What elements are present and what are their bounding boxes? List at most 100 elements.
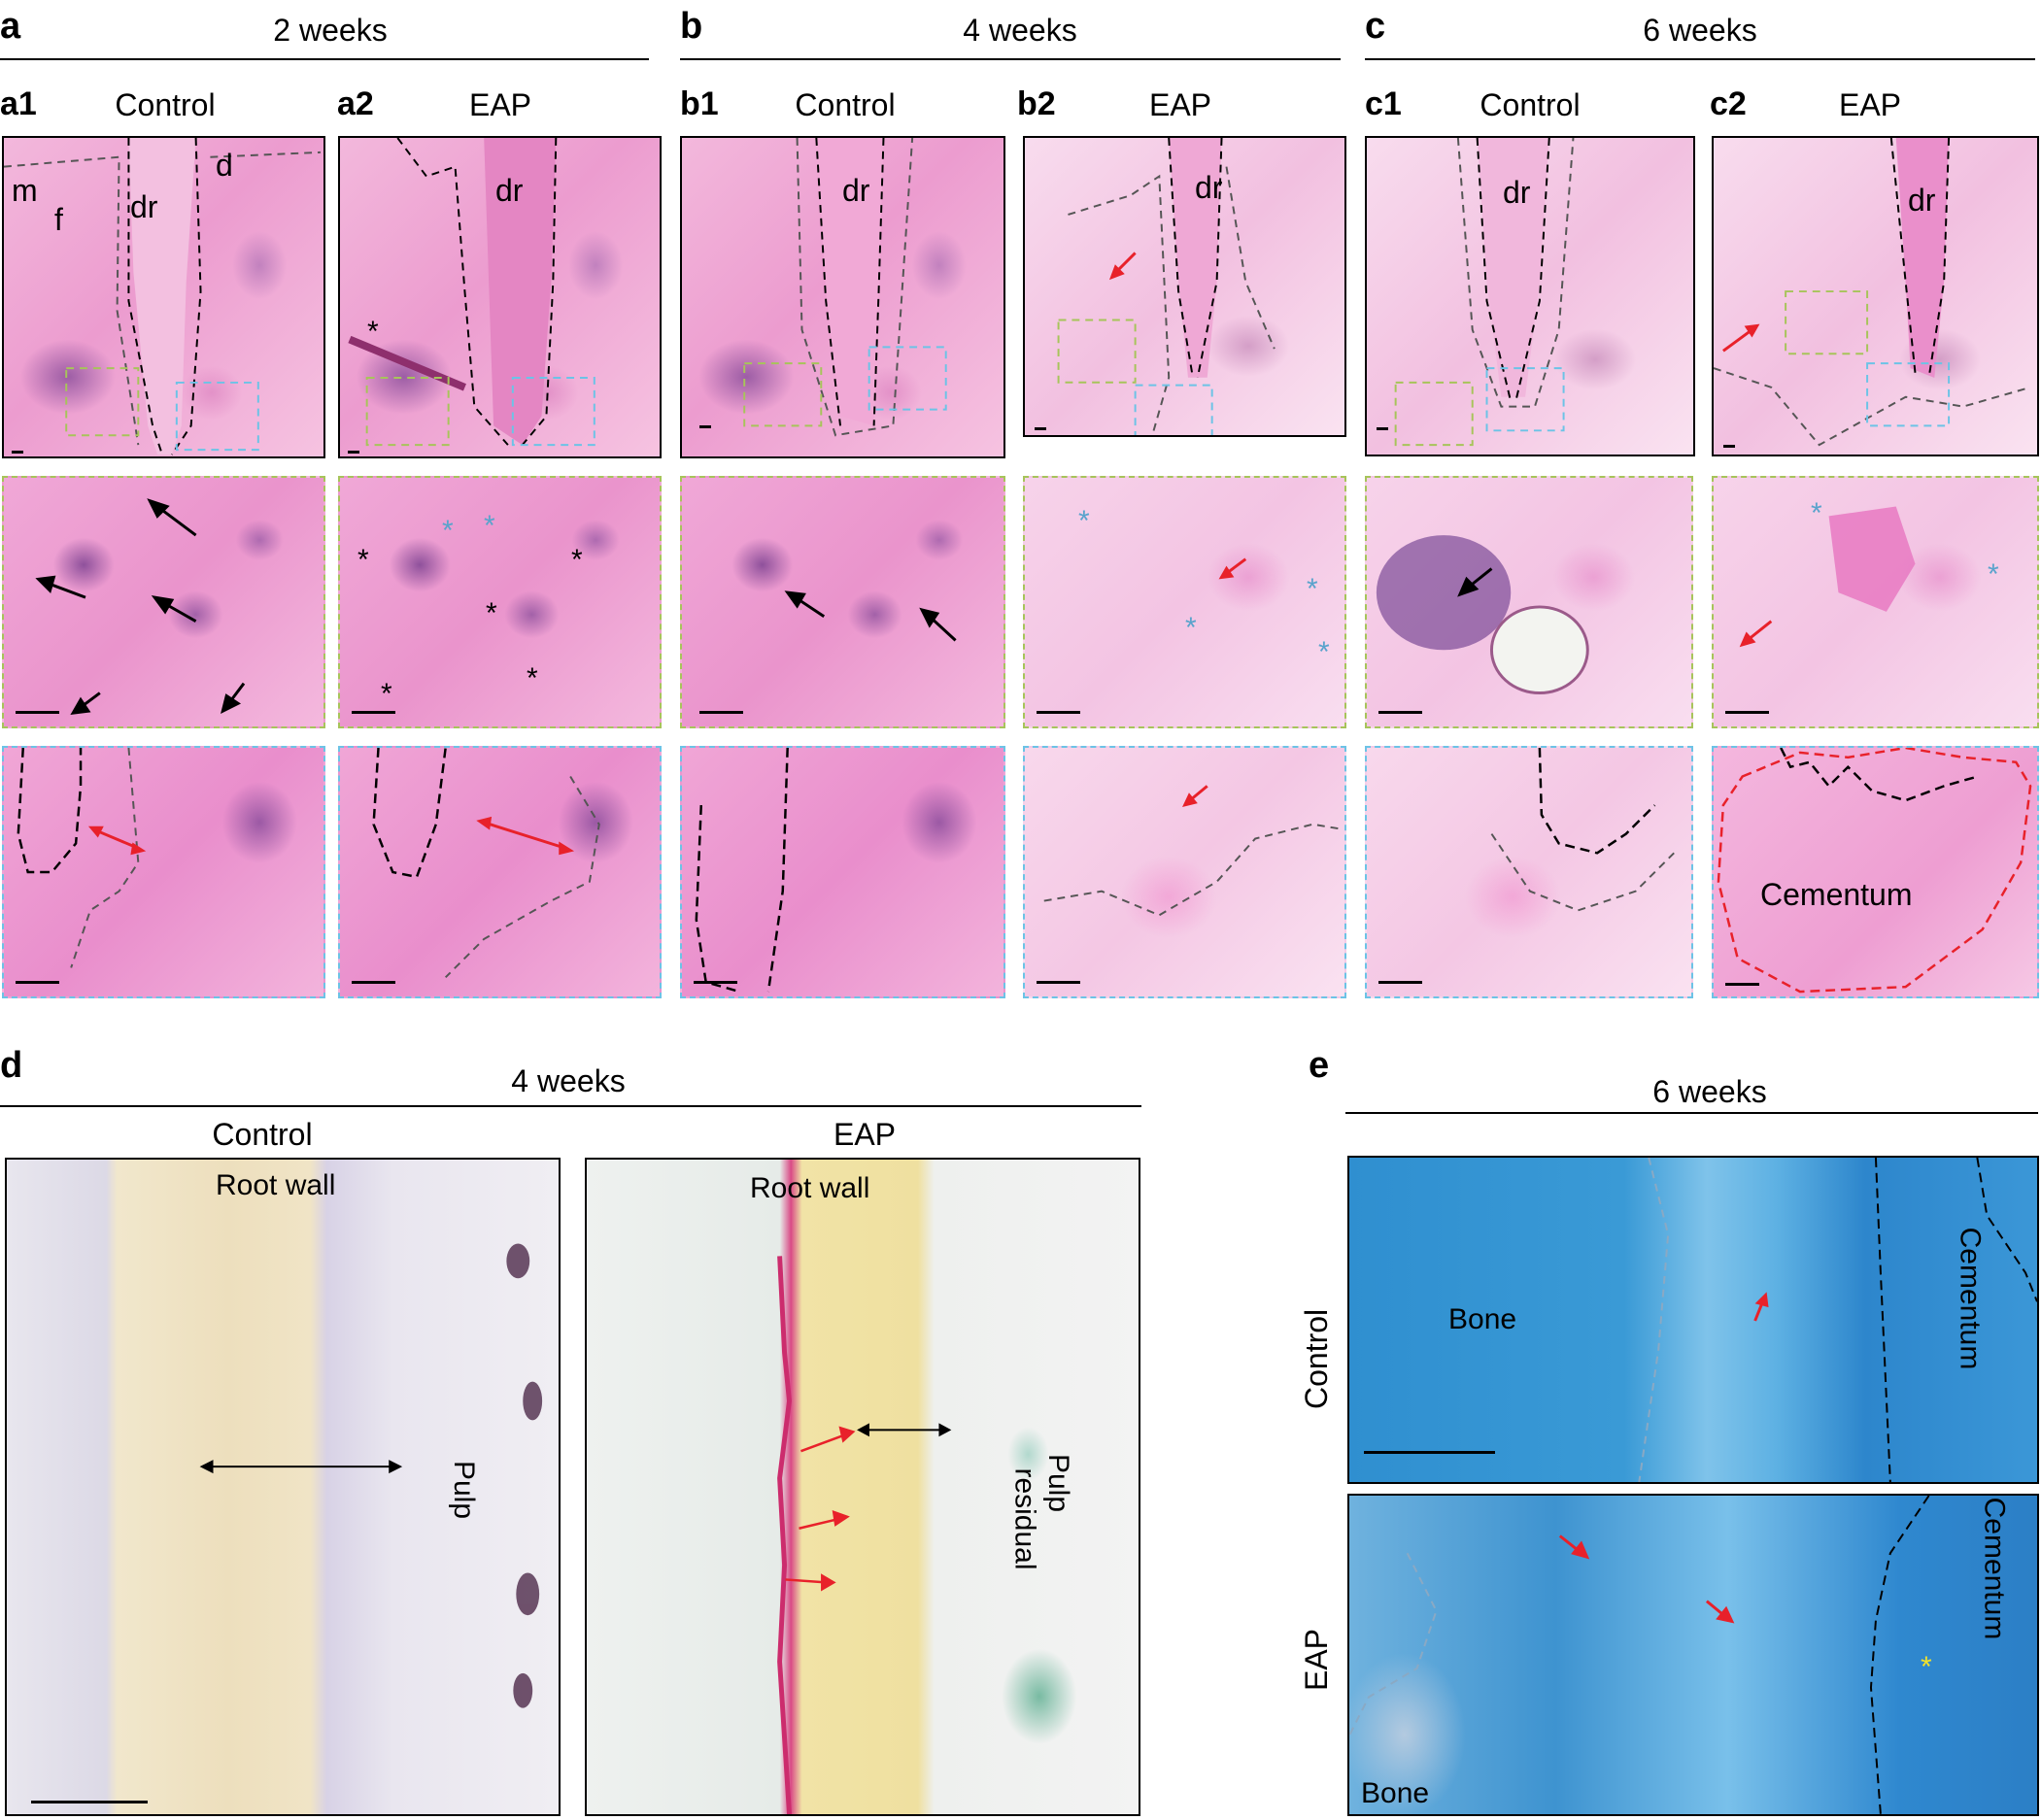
label-root-wall: Root wall xyxy=(750,1172,870,1204)
scale-bar xyxy=(1725,983,1759,986)
period-header-c: 6 weeks xyxy=(1643,13,1757,48)
header-rule-a xyxy=(0,58,649,60)
e-eap-image: Bone Cementum * xyxy=(1347,1494,2039,1816)
asterisk-black: * xyxy=(367,316,379,348)
period-header-a: 2 weeks xyxy=(273,13,388,48)
asterisk-black: * xyxy=(381,678,392,710)
c2-overview-image: dr xyxy=(1712,136,2039,456)
asterisk-black: * xyxy=(571,544,583,576)
a2-magnified-blue-image xyxy=(338,746,662,998)
label-pulp-residual-line1: Pulp xyxy=(1042,1453,1075,1513)
c1-overview-image: dr xyxy=(1365,136,1695,456)
label-dr: dr xyxy=(495,173,524,208)
scale-bar xyxy=(1377,427,1388,430)
condition-b1: Control xyxy=(795,87,896,122)
label-m: m xyxy=(12,173,38,208)
scale-bar xyxy=(12,451,23,454)
label-dr: dr xyxy=(1195,170,1223,205)
asterisk-black: * xyxy=(357,544,369,576)
condition-a1: Control xyxy=(115,87,216,122)
a2-magnified-green-image: * * * * * * * xyxy=(338,476,662,728)
a1-overview-image: m f dr d xyxy=(2,136,325,458)
condition-c2: EAP xyxy=(1838,87,1902,122)
label-pulp: Pulp xyxy=(448,1460,481,1520)
label-cementum: Cementum xyxy=(1978,1497,2011,1640)
scale-bar xyxy=(1378,981,1422,984)
condition-c1: Control xyxy=(1480,87,1581,122)
panel-letter-d: d xyxy=(0,1045,23,1086)
header-rule-d xyxy=(0,1105,1141,1107)
scale-bar xyxy=(1378,711,1422,714)
sub-label-a1: a1 xyxy=(0,85,37,122)
d-control-image: Root wall Pulp xyxy=(5,1158,561,1816)
c1-magnified-green-image xyxy=(1365,476,1693,728)
scale-bar xyxy=(1037,711,1080,714)
b1-magnified-green-image xyxy=(680,476,1005,728)
sub-label-b1: b1 xyxy=(680,85,719,122)
condition-b2: EAP xyxy=(1148,87,1212,122)
panel-letter-c: c xyxy=(1365,6,1386,47)
a2-overview-image: dr * xyxy=(338,136,662,458)
panel-letter-b: b xyxy=(680,6,703,47)
asterisk-blue: * xyxy=(1307,573,1318,605)
scale-bar xyxy=(1035,427,1046,430)
label-f: f xyxy=(54,202,63,237)
sub-label-a2: a2 xyxy=(337,85,374,122)
row-label-e-eap: EAP xyxy=(1299,1628,1334,1691)
label-dr: dr xyxy=(842,173,870,208)
scale-bar xyxy=(348,451,359,454)
condition-d-control: Control xyxy=(212,1117,313,1152)
panel-letter-a: a xyxy=(0,6,21,47)
d-eap-image: Root wall Pulp residual xyxy=(585,1158,1140,1816)
asterisk-blue: * xyxy=(1078,505,1090,537)
c2-magnified-blue-image: Cementum xyxy=(1712,746,2039,998)
label-bone: Bone xyxy=(1361,1777,1430,1809)
label-dr: dr xyxy=(1503,175,1531,210)
scale-bar xyxy=(1723,445,1735,448)
scale-bar xyxy=(694,981,737,984)
asterisk-black: * xyxy=(527,662,538,694)
scale-bar xyxy=(1725,711,1769,714)
scale-bar xyxy=(699,711,743,714)
label-cementum: Cementum xyxy=(1760,877,1913,912)
header-rule-c xyxy=(1365,58,2035,60)
e-control-image: Bone Cementum xyxy=(1347,1156,2039,1484)
a1-magnified-blue-image xyxy=(2,746,325,998)
row-label-e-control: Control xyxy=(1299,1308,1334,1409)
asterisk-blue: * xyxy=(1185,612,1197,644)
condition-d-eap: EAP xyxy=(833,1117,897,1152)
scale-bar xyxy=(16,711,59,714)
period-header-e: 6 weeks xyxy=(1652,1074,1767,1109)
a1-magnified-green-image xyxy=(2,476,325,728)
asterisk-blue: * xyxy=(484,510,495,542)
label-cementum: Cementum xyxy=(1954,1227,1987,1370)
asterisk-yellow: * xyxy=(1921,1651,1932,1683)
scale-bar xyxy=(352,711,395,714)
label-bone: Bone xyxy=(1448,1303,1517,1335)
scale-bar xyxy=(699,425,711,428)
condition-a2: EAP xyxy=(468,87,532,122)
label-pulp-residual-line2: residual xyxy=(1008,1467,1041,1570)
b2-magnified-blue-image xyxy=(1023,746,1346,998)
asterisk-blue: * xyxy=(442,515,454,547)
c2-magnified-green-image: * * xyxy=(1712,476,2039,728)
sub-label-c2: c2 xyxy=(1710,85,1747,122)
b2-overview-image: dr xyxy=(1023,136,1346,437)
scale-bar xyxy=(16,981,59,984)
header-rule-e xyxy=(1345,1112,2038,1114)
label-d: d xyxy=(216,148,233,183)
header-rule-b xyxy=(680,58,1341,60)
asterisk-black: * xyxy=(486,597,497,629)
label-dr: dr xyxy=(130,189,158,224)
asterisk-blue: * xyxy=(1811,497,1822,529)
scale-bar xyxy=(1037,981,1080,984)
sub-label-c1: c1 xyxy=(1365,85,1402,122)
period-header-b: 4 weeks xyxy=(963,13,1077,48)
sub-label-b2: b2 xyxy=(1017,85,1056,122)
label-root-wall: Root wall xyxy=(216,1169,336,1201)
panel-letter-e: e xyxy=(1309,1045,1330,1086)
c1-magnified-blue-image xyxy=(1365,746,1693,998)
period-header-d: 4 weeks xyxy=(511,1063,626,1098)
scale-bar xyxy=(1364,1451,1495,1454)
scale-bar xyxy=(352,981,395,984)
